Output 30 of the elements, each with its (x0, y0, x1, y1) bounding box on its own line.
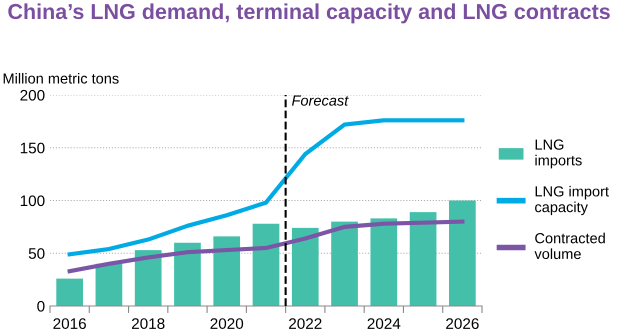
y-tick-label: 200 (20, 90, 45, 101)
x-tick-label: 2016 (53, 318, 86, 330)
legend-label: Contracted volume (534, 232, 605, 260)
line-series (68, 220, 464, 274)
bar (292, 228, 319, 306)
x-tick-label: 2024 (368, 318, 400, 330)
legend-label: LNG import capacity (535, 186, 609, 216)
ref-line-label: Forecast (292, 96, 349, 106)
x-tick-label: 2026 (446, 318, 479, 330)
y-tick-label: 50 (28, 248, 45, 259)
x-tick-label: 2020 (210, 318, 244, 330)
bar (252, 224, 280, 306)
x-tick-label: 2022 (289, 318, 322, 330)
y-tick-label: 100 (20, 195, 45, 206)
legend-label: LNG imports (535, 139, 582, 168)
bar (174, 242, 201, 306)
y-tick-label: 150 (20, 142, 45, 154)
bar (370, 218, 398, 306)
y-tick-label: 0 (37, 300, 45, 312)
bar (213, 236, 240, 306)
bar (134, 250, 162, 306)
y-axis-title: Million metric tons (4, 72, 119, 84)
x-tick-label: 2018 (132, 318, 165, 330)
bar (96, 264, 122, 306)
bar (410, 212, 436, 306)
bar (331, 222, 358, 306)
line-series (68, 118, 464, 256)
bar (56, 278, 83, 306)
bar (449, 200, 476, 306)
chart-title: China’s LNG demand, terminal capacity and LNG contracts (8, 3, 610, 24)
